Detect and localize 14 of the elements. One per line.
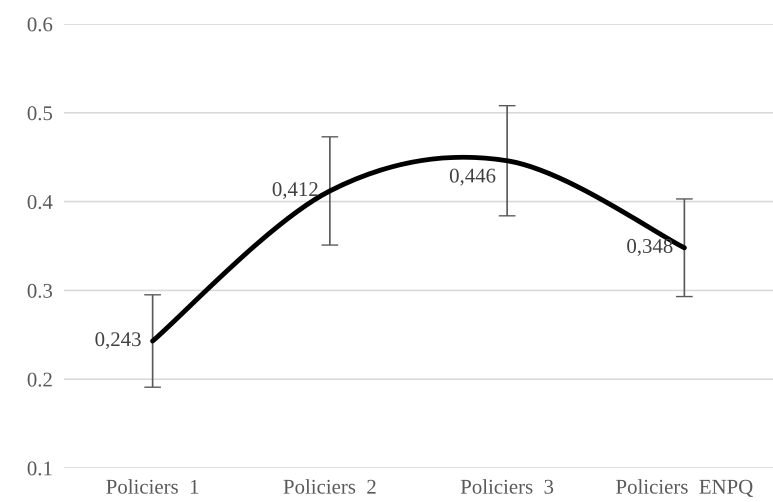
- y-tick-label: 0.6: [28, 17, 52, 32]
- y-tick-label: 0.1: [28, 461, 52, 476]
- data-label: 0,348: [627, 238, 672, 256]
- y-tick-label: 0.3: [28, 284, 52, 298]
- y-tick-label: 0.5: [28, 106, 52, 120]
- data-label: 0,412: [272, 182, 318, 200]
- x-tick-label: Policiers 1: [106, 479, 198, 494]
- data-label: 0,446: [450, 168, 496, 186]
- x-tick-label: Policiers ENPQ: [616, 479, 753, 497]
- x-tick-label: Policiers 2: [284, 479, 376, 494]
- x-tick-label: Policiers 3: [460, 479, 554, 494]
- y-tick-label: 0.4: [28, 194, 53, 210]
- y-tick-label: 0.2: [28, 372, 52, 387]
- data-label: 0,243: [95, 332, 141, 350]
